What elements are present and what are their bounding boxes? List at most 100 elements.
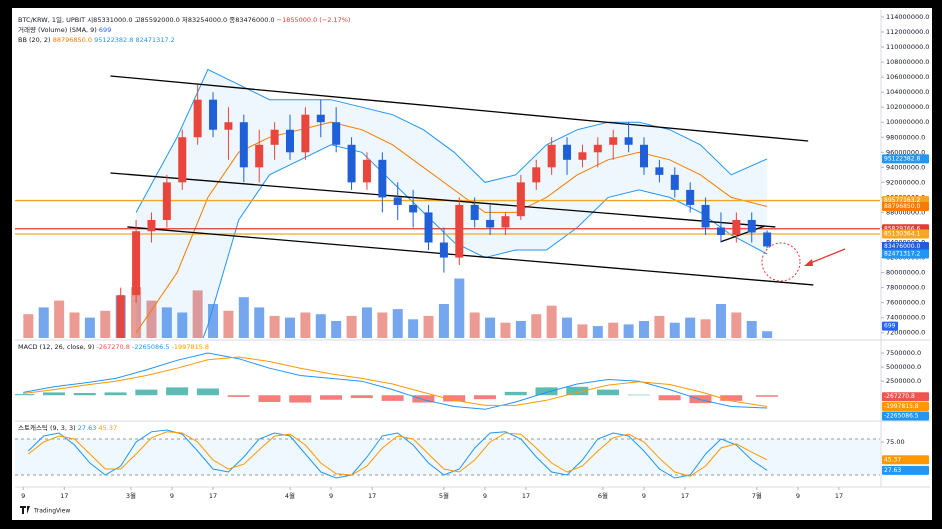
y-tick-label: 98000000.0 — [886, 133, 925, 141]
panel — [12, 8, 932, 520]
price-tag-bg — [882, 321, 898, 331]
volume-bar — [377, 312, 388, 338]
price-tag-bg — [882, 229, 929, 239]
price-tag: 88796850.0 — [884, 203, 920, 210]
macd-histogram — [566, 386, 589, 396]
volume-bar — [700, 319, 711, 338]
candle-body — [178, 137, 187, 183]
ohlc: 저83254000.0 — [182, 15, 227, 24]
value: 82471317.2 — [135, 36, 174, 44]
macd-histogram — [535, 387, 558, 396]
candle-body — [209, 99, 218, 130]
y-tick-label: 102000000.0 — [886, 103, 929, 111]
macd-histogram — [289, 395, 312, 403]
value: -267270.8 — [97, 343, 130, 351]
volume-bar — [392, 309, 403, 338]
candle-body — [547, 144, 556, 168]
candle-body — [686, 189, 695, 205]
label: MACD (12, 26, close, 9) — [18, 343, 94, 351]
macd-legend: MACD (12, 26, close, 9) -267270.8 -22650… — [18, 343, 209, 351]
price-tag-bg — [882, 465, 929, 475]
bb-upper — [135, 68, 768, 213]
ohlc: 고85592000.0 — [135, 16, 180, 24]
price-tag-bg — [882, 392, 929, 402]
candle-body — [255, 144, 264, 168]
y-tick-label: 88000000.0 — [886, 208, 925, 216]
macd-histogram — [473, 395, 496, 400]
candle-body — [270, 129, 279, 145]
price-tag: 83476000.0 — [884, 243, 920, 250]
volume-bar — [669, 322, 680, 338]
price-tag: 85130364.1 — [884, 231, 920, 238]
volume-bar — [454, 278, 465, 338]
candle-body — [147, 219, 156, 232]
volume-bar — [715, 304, 726, 338]
arrow-head — [804, 259, 813, 266]
x-tick-label: 17 — [681, 492, 689, 500]
volume-bar — [254, 307, 265, 338]
macd-histogram — [504, 391, 527, 396]
candle-body — [670, 174, 679, 190]
candle-body — [732, 219, 741, 235]
volume-bar — [515, 321, 526, 338]
candle-body — [763, 232, 772, 247]
value: -2265086.5 — [132, 343, 170, 351]
macd-histogram — [227, 395, 250, 397]
y-tick-label: 92000000.0 — [886, 178, 925, 186]
volume-bar — [161, 307, 172, 338]
price-tag: 95122382.8 — [884, 155, 920, 162]
volume-legend: 거래량 (Volume) (SMA, 9) 699 — [18, 25, 111, 34]
volume-bar — [577, 324, 588, 338]
value: 27.63 — [78, 424, 97, 432]
candle-body — [501, 216, 510, 228]
macd-histogram — [720, 395, 743, 401]
candle-body — [486, 219, 495, 228]
macd-histogram — [166, 387, 189, 396]
volume-bar — [654, 315, 665, 338]
price-tag: 45.37 — [884, 456, 901, 463]
volume-bar — [485, 317, 496, 338]
candle-body — [239, 122, 248, 168]
candle-body — [285, 129, 294, 153]
volume-bar — [762, 331, 773, 338]
x-tick-label: 9 — [21, 492, 25, 500]
y-tick-label: 106000000.0 — [886, 73, 929, 81]
volume-bar — [192, 290, 203, 338]
x-tick-label: 5월 — [439, 491, 449, 500]
macd-histogram — [689, 395, 712, 404]
candle-body — [409, 204, 418, 213]
candle-body — [516, 182, 525, 217]
price-tag-bg — [882, 411, 929, 421]
candle-body — [424, 212, 433, 243]
candle-body — [639, 144, 648, 168]
label: 스토캐스틱 (9, 3, 3) — [18, 424, 76, 432]
volume-bar — [146, 300, 157, 338]
candle-body — [593, 144, 602, 153]
y-tick-label: 100000000.0 — [886, 118, 929, 126]
price-tag-bg — [882, 401, 929, 411]
volume-bar — [685, 317, 696, 338]
price-tag: -1997815.8 — [884, 403, 919, 410]
volume-bar — [69, 312, 80, 338]
candle-body — [378, 159, 387, 198]
trendline — [720, 225, 766, 243]
stoch-legend: 스토캐스틱 (9, 3, 3) 27.63 45.37 — [18, 424, 117, 432]
volume-bar — [531, 314, 542, 338]
y-tick-label: 96000000.0 — [886, 148, 925, 156]
volume-bar — [208, 304, 219, 338]
trendline — [110, 172, 776, 228]
volume-bar — [284, 317, 295, 338]
macd-histogram — [196, 388, 219, 396]
price-tag: -267270.8 — [884, 393, 915, 400]
x-tick-label: 6월 — [598, 491, 608, 500]
macd-histogram — [258, 395, 281, 402]
macd-signal — [23, 356, 768, 407]
macd-histogram — [756, 395, 779, 397]
volume-bar — [54, 300, 65, 338]
macd-histogram — [42, 392, 65, 396]
stoch-d — [27, 431, 768, 477]
x-tick-label: 4월 — [285, 491, 295, 500]
y-tick-label: 74000000.0 — [886, 314, 925, 322]
x-tick-label: 17 — [209, 492, 217, 500]
header-line: BTC/KRW, 1일, UPBIT 시85331000.0 고85592000… — [18, 15, 350, 24]
